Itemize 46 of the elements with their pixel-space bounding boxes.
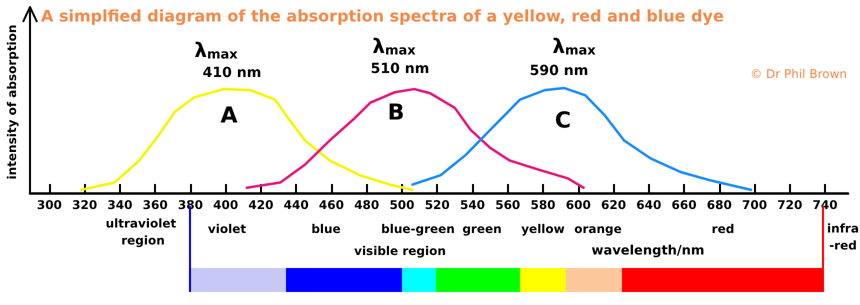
text: λmax (552, 34, 596, 58)
x-axis-title: wavelength/nm (592, 244, 704, 258)
text: 590 nm (530, 63, 588, 79)
x-tick-label: 660 (672, 198, 697, 212)
x-tick-label: 320 (72, 198, 98, 212)
text: 510 nm (370, 61, 430, 77)
x-tick-label: 440 (284, 198, 309, 212)
x-tick-label: 400 (213, 198, 238, 212)
x-tick-label: 580 (530, 198, 556, 212)
x-tick-label: 700 (742, 198, 768, 212)
text: blue (311, 222, 341, 236)
text: 410 nm (202, 65, 262, 81)
x-tick-label: 540 (460, 198, 486, 212)
x-tick-label: 480 (354, 198, 380, 212)
text: orange (574, 222, 622, 236)
annotation: A (220, 104, 238, 128)
text: visible region (354, 244, 446, 258)
text: infra-red (827, 222, 859, 252)
x-tick-label: 420 (248, 198, 274, 212)
text: ultraviolet region (106, 216, 180, 248)
x-tick-label: 520 (424, 198, 450, 212)
x-tick-label: 600 (566, 198, 591, 212)
x-tick-label: 680 (706, 198, 732, 212)
x-tick-label: 340 (107, 198, 132, 212)
x-tick-label: 360 (142, 198, 168, 212)
text: λmax (372, 34, 416, 58)
chart-title: A simplfied diagram of the absorption spectra of a yellow, red and blue dye (41, 6, 724, 26)
x-tick-label: 380 (178, 198, 203, 212)
annotation: C (554, 108, 572, 134)
x-tick-label: 640 (636, 198, 662, 212)
y-axis-title: intensity of absorption (5, 24, 19, 180)
x-tick-label: 720 (777, 198, 802, 212)
text: blue-green (381, 222, 455, 236)
x-tick-label: 620 (601, 198, 626, 212)
text: yellow (521, 222, 565, 236)
text: red (712, 222, 734, 236)
x-tick-label: 460 (318, 198, 344, 212)
annotation: B (388, 100, 404, 126)
text: violet (208, 222, 246, 236)
x-tick-label: 560 (495, 198, 520, 212)
text: λmax (194, 38, 238, 62)
text: green (462, 222, 502, 236)
text: © Dr Phil Brown (750, 67, 847, 81)
x-tick-label: 300 (36, 198, 62, 212)
x-tick-label: 500 (389, 198, 415, 212)
x-tick-label: 740 (812, 198, 838, 212)
